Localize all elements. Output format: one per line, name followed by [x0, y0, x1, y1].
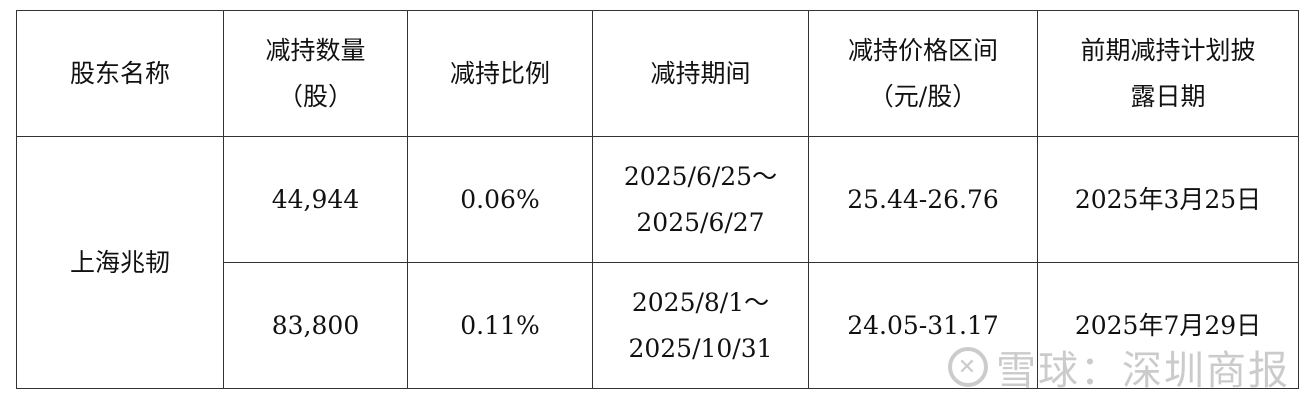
disclosure-date-cell: 2025年3月25日	[1037, 136, 1299, 263]
ratio-cell: 0.11%	[407, 262, 593, 389]
header-quantity: 减持数量 （股）	[223, 10, 408, 137]
header-period: 减持期间	[592, 10, 809, 137]
period-cell: 2025/6/25～ 2025/6/27	[592, 136, 809, 263]
watermark-text: 雪球：深圳商报	[996, 348, 1290, 394]
xueqiu-logo-icon: ✕	[948, 347, 988, 387]
header-text: 减持价格区间	[847, 35, 998, 65]
table-row: 83,800 0.11% 2025/8/1～ 2025/10/31 24.05-3…	[17, 262, 1299, 389]
header-text: 减持比例	[449, 58, 550, 88]
price-range-cell: 25.44-26.76	[808, 136, 1038, 263]
period-end: 2025/6/27	[636, 207, 765, 237]
ratio-cell: 0.06%	[407, 136, 593, 263]
header-disclosure-date: 前期减持计划披 露日期	[1037, 10, 1299, 137]
period-start: 2025/6/25～	[623, 161, 778, 191]
header-text: 前期减持计划披	[1080, 35, 1256, 65]
period-start: 2025/8/1～	[631, 287, 770, 317]
header-text: 减持数量	[265, 35, 366, 65]
period-end: 2025/10/31	[628, 333, 773, 363]
watermark: ✕ 雪球：深圳商报	[948, 338, 1290, 396]
header-text: 露日期	[1130, 81, 1206, 111]
price-range-cell: 24.05-31.17	[808, 262, 1038, 389]
header-ratio: 减持比例	[407, 10, 593, 137]
table-row: 上海兆韧 44,944 0.06% 2025/6/25～ 2025/6/27 25…	[16, 136, 1299, 389]
header-text: 股东名称	[69, 58, 170, 88]
header-shareholder: 股东名称	[16, 10, 224, 137]
quantity-cell: 83,800	[223, 262, 408, 389]
header-price-range: 减持价格区间 （元/股）	[808, 10, 1038, 137]
disclosure-date-cell: 2025年7月29日	[1037, 262, 1299, 389]
period-cell: 2025/8/1～ 2025/10/31	[592, 262, 809, 389]
quantity-cell: 44,944	[223, 136, 408, 263]
header-unit: （元/股）	[868, 81, 978, 111]
shareholder-cell: 上海兆韧	[16, 136, 224, 389]
reduction-table: 股东名称 减持数量 （股） 减持比例 减持期间 减持价格区间 （元/股） 前期减持计…	[16, 10, 1299, 389]
header-text: 减持期间	[650, 58, 751, 88]
header-row: 股东名称 减持数量 （股） 减持比例 减持期间 减持价格区间 （元/股） 前期减持计…	[16, 10, 1299, 137]
header-unit: （股）	[277, 81, 353, 111]
